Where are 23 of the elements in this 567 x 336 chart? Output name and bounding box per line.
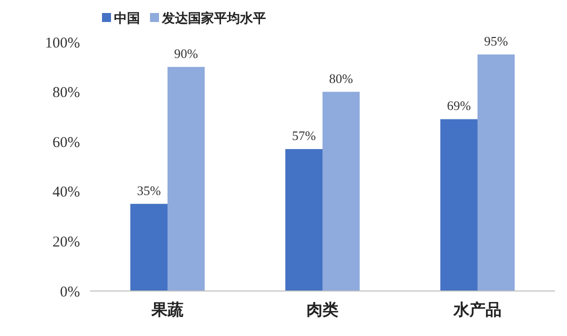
y-tick-label: 40% — [52, 184, 80, 201]
data-label: 69% — [446, 98, 471, 114]
bar — [168, 66, 205, 291]
bar — [285, 149, 322, 291]
bar — [130, 204, 168, 291]
y-tick-label: 60% — [52, 134, 80, 151]
x-tick-label: 果蔬 — [150, 301, 184, 319]
legend-label: 发达国家平均水平 — [161, 10, 266, 26]
data-label: 95% — [484, 33, 508, 48]
y-tick-label: 0% — [60, 284, 80, 300]
data-label: 57% — [292, 128, 316, 144]
y-tick-label: 20% — [52, 234, 80, 250]
legend-label: 中国 — [114, 10, 140, 26]
y-tick-label: 100% — [45, 35, 80, 52]
data-label: 90% — [174, 46, 198, 61]
y-tick-label: 80% — [52, 85, 80, 102]
bar — [440, 119, 478, 291]
bar — [478, 54, 515, 291]
x-tick-label: 水产品 — [452, 301, 502, 319]
x-tick-label: 肉类 — [306, 301, 338, 319]
data-label: 80% — [329, 70, 354, 86]
data-label: 35% — [136, 182, 161, 198]
bar — [322, 92, 360, 291]
